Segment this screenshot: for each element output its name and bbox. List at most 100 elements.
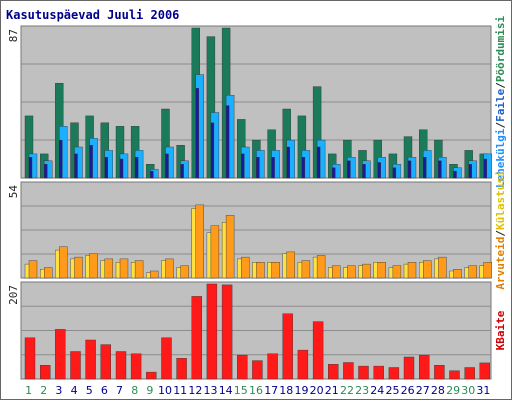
bar-top-hits-day-4 xyxy=(75,154,78,178)
x-tick-day-25: 25 xyxy=(386,384,400,397)
bar-middle-visits-day-16 xyxy=(256,262,264,278)
bar-middle-visits-day-4 xyxy=(75,257,83,278)
x-tick-day-26: 26 xyxy=(401,384,415,397)
bar-bottom-kbytes-day-10 xyxy=(162,338,172,379)
bar-top-hits-day-2 xyxy=(44,164,47,178)
panel-middle-ymax-label: 54 xyxy=(7,185,20,199)
x-tick-day-17: 17 xyxy=(264,384,278,397)
x-tick-day-6: 6 xyxy=(101,384,108,397)
bar-middle-visits-day-13 xyxy=(211,226,219,278)
x-tick-day-29: 29 xyxy=(446,384,460,397)
bar-top-hits-day-29 xyxy=(454,171,457,178)
bar-top-hits-day-3 xyxy=(59,140,62,178)
x-tick-day-13: 13 xyxy=(204,384,218,397)
x-tick-day-3: 3 xyxy=(55,384,62,397)
bar-bottom-kbytes-day-22 xyxy=(343,363,353,380)
bar-top-hits-day-18 xyxy=(287,147,290,178)
bar-top-hits-day-13 xyxy=(211,123,214,178)
x-tick-day-9: 9 xyxy=(146,384,153,397)
bar-top-hits-day-27 xyxy=(423,157,426,178)
bar-bottom-kbytes-day-26 xyxy=(404,357,414,379)
bar-bottom-kbytes-day-20 xyxy=(313,322,323,379)
bar-top-hits-day-10 xyxy=(166,154,169,178)
bar-middle-visits-day-2 xyxy=(44,268,52,278)
bar-top-hits-day-17 xyxy=(272,157,275,178)
bar-middle-visits-day-19 xyxy=(302,261,310,278)
x-tick-day-8: 8 xyxy=(131,384,138,397)
bar-middle-visits-day-8 xyxy=(135,261,143,278)
x-tick-day-19: 19 xyxy=(295,384,309,397)
bar-top-hits-day-12 xyxy=(196,88,199,178)
legend-item: KBaite xyxy=(494,310,507,350)
bar-top-hits-day-22 xyxy=(347,161,350,178)
bar-top-hits-day-9 xyxy=(150,171,153,178)
bar-top-hits-day-26 xyxy=(408,161,411,178)
bar-middle-visits-day-17 xyxy=(272,262,280,278)
bar-top-hits-day-23 xyxy=(363,164,366,178)
bar-middle-visits-day-23 xyxy=(363,264,371,278)
bar-bottom-kbytes-day-30 xyxy=(465,368,475,380)
bar-middle-visits-day-24 xyxy=(378,262,386,278)
bar-bottom-kbytes-day-23 xyxy=(359,366,369,379)
chart-title: Kasutuspäevad Juuli 2006 xyxy=(6,8,179,22)
bar-top-hits-day-6 xyxy=(105,157,108,178)
bar-bottom-kbytes-day-15 xyxy=(237,355,247,379)
panel-bottom-ymax-label: 207 xyxy=(7,285,20,305)
bar-middle-visits-day-3 xyxy=(59,247,67,278)
bar-bottom-kbytes-day-14 xyxy=(222,285,232,379)
bar-top-hits-day-24 xyxy=(378,163,381,179)
bar-top-hits-day-16 xyxy=(256,157,259,178)
x-tick-day-27: 27 xyxy=(416,384,430,397)
bar-bottom-kbytes-day-11 xyxy=(177,358,187,379)
bar-bottom-kbytes-day-1 xyxy=(25,338,35,379)
bar-top-hits-day-30 xyxy=(469,164,472,178)
x-tick-day-12: 12 xyxy=(188,384,202,397)
bar-top-hits-day-19 xyxy=(302,157,305,178)
bar-top-hits-day-21 xyxy=(332,168,335,178)
x-tick-day-16: 16 xyxy=(249,384,263,397)
bar-top-hits-day-15 xyxy=(241,154,244,178)
bar-middle-visits-day-1 xyxy=(29,261,37,278)
bar-middle-visits-day-10 xyxy=(166,259,174,278)
bar-bottom-kbytes-day-13 xyxy=(207,284,217,379)
bar-middle-visits-day-31 xyxy=(484,262,492,278)
bar-middle-visits-day-22 xyxy=(347,266,355,278)
bar-top-hits-day-28 xyxy=(438,161,441,178)
x-tick-day-23: 23 xyxy=(355,384,369,397)
bar-middle-visits-day-21 xyxy=(332,266,340,278)
bar-bottom-kbytes-day-4 xyxy=(71,352,81,380)
bar-top-hits-day-20 xyxy=(317,147,320,178)
bar-middle-visits-day-6 xyxy=(105,259,113,278)
bar-bottom-kbytes-day-6 xyxy=(101,345,111,379)
bar-bottom-kbytes-day-27 xyxy=(419,355,429,379)
x-tick-day-11: 11 xyxy=(173,384,187,397)
bar-bottom-kbytes-day-5 xyxy=(86,340,96,379)
bar-bottom-kbytes-day-28 xyxy=(434,365,444,379)
bar-top-hits-day-14 xyxy=(226,106,229,178)
bar-bottom-kbytes-day-24 xyxy=(374,366,384,379)
bar-top-hits-day-7 xyxy=(120,159,123,178)
panel-top-legend: Lehekülgi/Faile/Pöördumisi xyxy=(494,16,507,189)
x-tick-day-7: 7 xyxy=(116,384,123,397)
x-tick-day-4: 4 xyxy=(71,384,78,397)
bar-bottom-kbytes-day-12 xyxy=(192,296,202,379)
bar-bottom-kbytes-day-25 xyxy=(389,368,399,380)
bar-middle-visits-day-18 xyxy=(287,252,295,278)
x-tick-day-21: 21 xyxy=(325,384,339,397)
panel-top-ymax-label: 87 xyxy=(7,29,20,42)
x-tick-day-28: 28 xyxy=(431,384,445,397)
bar-middle-visits-day-30 xyxy=(469,266,477,278)
bar-bottom-kbytes-day-2 xyxy=(40,365,50,379)
bar-bottom-kbytes-day-29 xyxy=(450,371,460,379)
bar-middle-visits-day-7 xyxy=(120,259,128,278)
x-tick-day-10: 10 xyxy=(158,384,172,397)
bar-top-hits-day-25 xyxy=(393,168,396,178)
bar-middle-visits-day-20 xyxy=(317,255,325,278)
legend-item: Pöördumisi xyxy=(494,16,507,83)
x-tick-day-24: 24 xyxy=(370,384,384,397)
bar-middle-visits-day-28 xyxy=(438,257,446,278)
bar-middle-visits-day-11 xyxy=(181,266,189,278)
x-tick-day-14: 14 xyxy=(219,384,233,397)
